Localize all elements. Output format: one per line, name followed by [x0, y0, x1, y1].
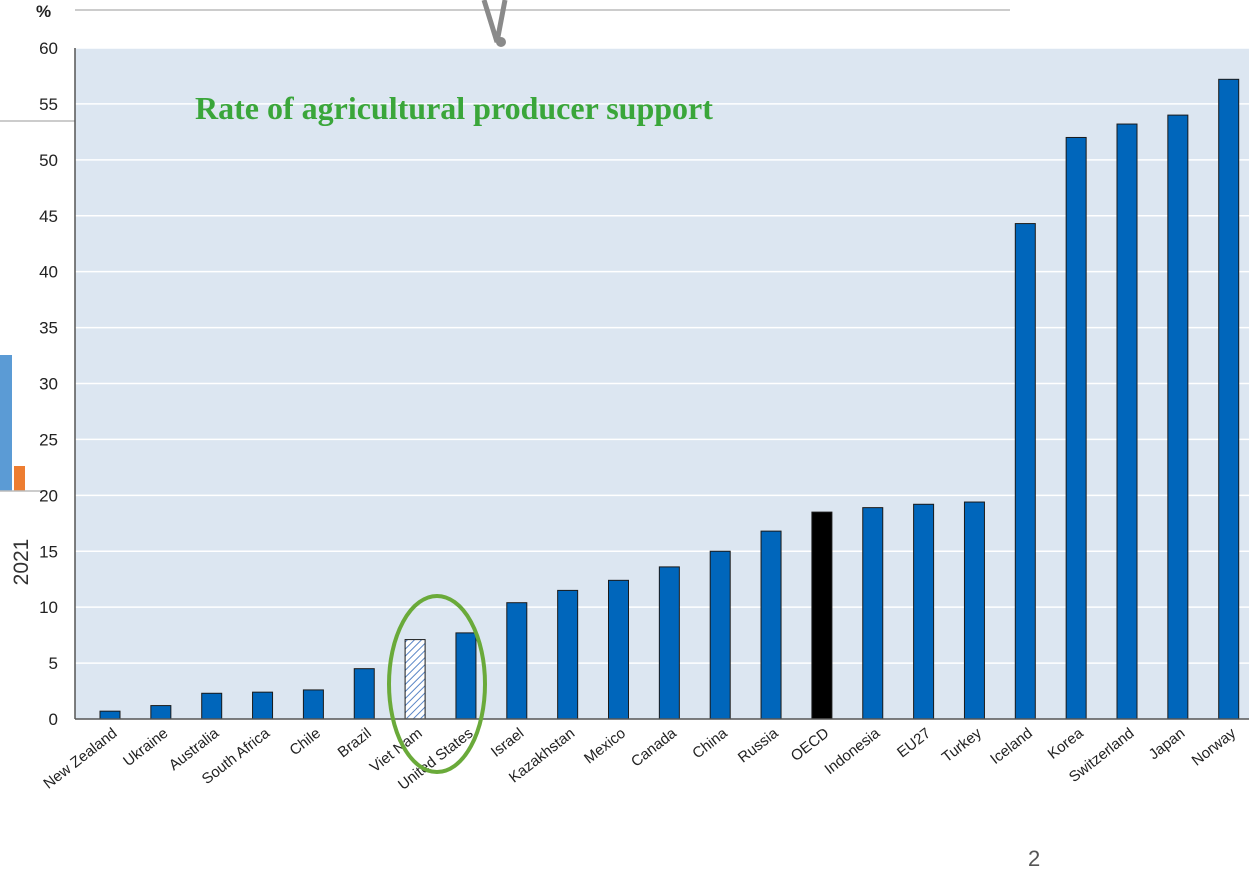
y-tick-label: 30: [39, 375, 58, 394]
x-tick-label: Chile: [286, 725, 323, 759]
bar-turkey: [963, 501, 985, 720]
bar-australia: [201, 692, 223, 720]
bar-chile: [302, 689, 324, 720]
y-tick-label: 15: [39, 542, 58, 561]
bar-oecd: [811, 511, 833, 720]
bar-canada: [658, 566, 680, 720]
bar-japan: [1167, 114, 1189, 720]
y-unit-label: %: [36, 2, 52, 21]
x-tick-label: Israel: [488, 725, 527, 761]
x-tick-label: Ukraine: [120, 725, 171, 770]
x-tick-label: China: [689, 724, 731, 762]
x-tick-label: Brazil: [335, 725, 375, 761]
bar-south-africa: [252, 691, 274, 720]
grid-lines: [75, 47, 1249, 664]
bar-russia: [760, 530, 782, 720]
y-tick-label: 45: [39, 207, 58, 226]
bar-brazil: [353, 668, 375, 720]
y-tick-label: 55: [39, 95, 58, 114]
bar-korea: [1065, 136, 1087, 720]
callout-pointer-dot: [496, 37, 506, 47]
y-tick-label: 50: [39, 151, 58, 170]
y-tick-label: 25: [39, 430, 58, 449]
bar-switzerland: [1116, 123, 1138, 720]
x-tick-label: OECD: [788, 725, 833, 765]
bars: [99, 78, 1240, 720]
x-tick-label: Indonesia: [821, 724, 883, 778]
x-tick-label: Japan: [1146, 725, 1189, 764]
bar-viet-nam: [404, 639, 426, 720]
side-bar-orange: [14, 466, 25, 491]
y-tick-label: 5: [49, 654, 58, 673]
x-tick-label: New Zealand: [40, 725, 120, 793]
y-tick-labels: 0 5 10 15 20 25 30 35 40 45 50 55 60: [39, 39, 58, 729]
x-tick-label: Turkey: [939, 724, 986, 766]
bar-israel: [506, 602, 528, 720]
bar-eu27: [913, 503, 935, 720]
bar-ukraine: [150, 705, 172, 720]
x-tick-label: EU27: [894, 725, 934, 762]
x-tick-label: Korea: [1045, 724, 1088, 762]
callout-pointer: [481, 0, 508, 43]
x-tick-label: Iceland: [987, 725, 1036, 768]
chart-title: Rate of agricultural producer support: [195, 90, 713, 126]
bar-united-states: [455, 632, 477, 720]
y-tick-label: 10: [39, 598, 58, 617]
bar-new-zealand: [99, 710, 121, 720]
highlight-circle: [387, 594, 487, 774]
bar-kazakhstan: [557, 589, 579, 720]
bar-norway: [1218, 78, 1240, 720]
bar-mexico: [608, 579, 629, 720]
x-tick-label: Norway: [1189, 724, 1240, 769]
y-tick-label: 60: [39, 39, 58, 58]
side-bar-blue: [0, 355, 12, 491]
year-label: 2021: [10, 538, 33, 586]
bar-china: [709, 550, 731, 720]
x-tick-label: Mexico: [581, 725, 629, 768]
bar-iceland: [1014, 223, 1036, 720]
bar-indonesia: [862, 507, 884, 720]
x-tick-label: Canada: [628, 724, 680, 770]
page-number: 2: [1028, 846, 1041, 871]
y-tick-label: 40: [39, 263, 58, 282]
y-tick-label: 20: [39, 486, 58, 505]
x-tick-label: Russia: [735, 724, 782, 766]
y-tick-label: 0: [49, 710, 58, 729]
y-tick-label: 35: [39, 319, 58, 338]
